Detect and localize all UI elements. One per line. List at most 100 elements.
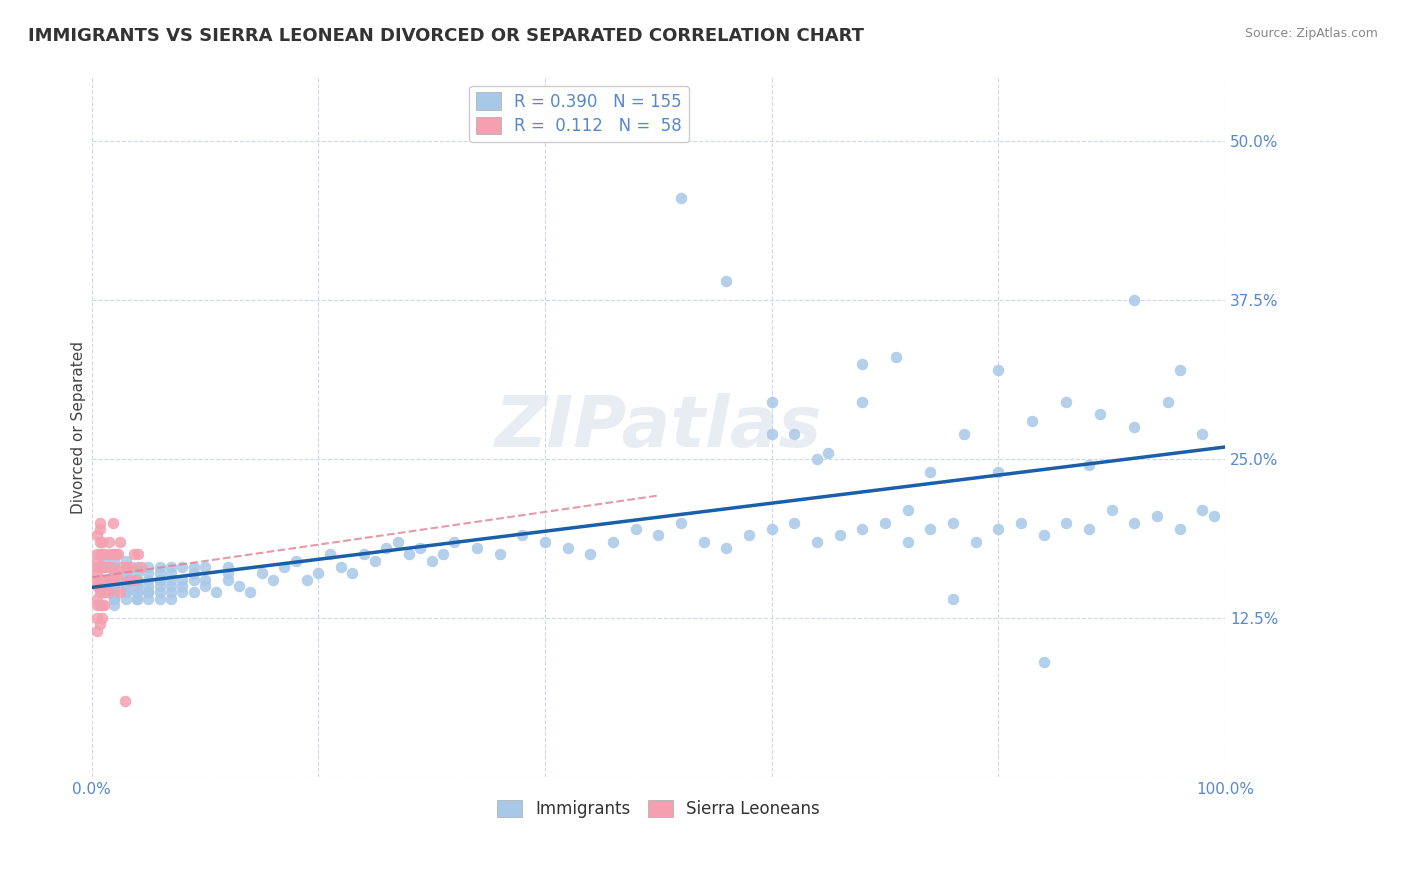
- Point: [149, 573, 172, 587]
- Point: [129, 560, 152, 574]
- Point: [669, 516, 692, 530]
- Point: [86, 566, 108, 581]
- Point: [89, 585, 111, 599]
- Point: [262, 573, 284, 587]
- Point: [273, 560, 295, 574]
- Point: [100, 560, 122, 574]
- Point: [127, 591, 149, 606]
- Point: [160, 585, 183, 599]
- Point: [115, 560, 138, 574]
- Point: [103, 598, 125, 612]
- Point: [602, 534, 624, 549]
- Point: [160, 566, 183, 581]
- Point: [194, 579, 217, 593]
- Point: [1056, 394, 1078, 409]
- Point: [534, 534, 557, 549]
- Point: [1032, 656, 1054, 670]
- Text: ZIPatlas: ZIPatlas: [495, 392, 823, 462]
- Point: [149, 560, 172, 574]
- Point: [138, 591, 160, 606]
- Point: [1010, 516, 1032, 530]
- Point: [86, 624, 108, 638]
- Point: [149, 566, 172, 581]
- Point: [89, 617, 111, 632]
- Point: [122, 547, 145, 561]
- Point: [875, 516, 897, 530]
- Point: [103, 566, 125, 581]
- Point: [1056, 516, 1078, 530]
- Point: [89, 547, 111, 561]
- Point: [89, 573, 111, 587]
- Point: [127, 573, 149, 587]
- Point: [1168, 363, 1191, 377]
- Point: [91, 585, 114, 599]
- Point: [806, 452, 828, 467]
- Point: [1168, 522, 1191, 536]
- Point: [107, 573, 129, 587]
- Point: [239, 585, 262, 599]
- Point: [353, 547, 375, 561]
- Point: [91, 560, 114, 574]
- Point: [987, 522, 1010, 536]
- Point: [103, 579, 125, 593]
- Point: [114, 566, 136, 581]
- Point: [114, 585, 136, 599]
- Point: [409, 541, 432, 555]
- Point: [420, 554, 443, 568]
- Point: [172, 560, 194, 574]
- Point: [91, 534, 114, 549]
- Point: [284, 554, 307, 568]
- Point: [217, 573, 239, 587]
- Point: [114, 560, 136, 574]
- Point: [160, 579, 183, 593]
- Point: [121, 560, 143, 574]
- Point: [1101, 503, 1123, 517]
- Point: [138, 573, 160, 587]
- Point: [716, 541, 738, 555]
- Point: [172, 573, 194, 587]
- Point: [103, 591, 125, 606]
- Point: [86, 528, 108, 542]
- Point: [91, 611, 114, 625]
- Point: [114, 573, 136, 587]
- Point: [93, 598, 115, 612]
- Point: [160, 573, 183, 587]
- Point: [91, 598, 114, 612]
- Point: [783, 426, 806, 441]
- Point: [364, 554, 387, 568]
- Point: [1191, 503, 1213, 517]
- Point: [319, 547, 342, 561]
- Point: [851, 522, 873, 536]
- Point: [183, 585, 205, 599]
- Point: [114, 591, 136, 606]
- Point: [1078, 458, 1101, 473]
- Point: [1123, 293, 1146, 307]
- Point: [104, 566, 127, 581]
- Point: [114, 693, 136, 707]
- Point: [443, 534, 465, 549]
- Point: [183, 566, 205, 581]
- Point: [103, 566, 125, 581]
- Point: [987, 465, 1010, 479]
- Point: [920, 465, 942, 479]
- Legend: Immigrants, Sierra Leoneans: Immigrants, Sierra Leoneans: [491, 793, 827, 824]
- Point: [93, 560, 115, 574]
- Point: [127, 566, 149, 581]
- Point: [669, 191, 692, 205]
- Point: [1032, 528, 1054, 542]
- Point: [86, 611, 108, 625]
- Point: [761, 522, 783, 536]
- Point: [1157, 394, 1180, 409]
- Point: [716, 274, 738, 288]
- Point: [103, 560, 125, 574]
- Point: [103, 585, 125, 599]
- Point: [103, 573, 125, 587]
- Point: [512, 528, 534, 542]
- Point: [217, 560, 239, 574]
- Point: [897, 534, 920, 549]
- Point: [1202, 509, 1225, 524]
- Point: [86, 560, 108, 574]
- Point: [93, 585, 115, 599]
- Point: [1078, 522, 1101, 536]
- Point: [172, 585, 194, 599]
